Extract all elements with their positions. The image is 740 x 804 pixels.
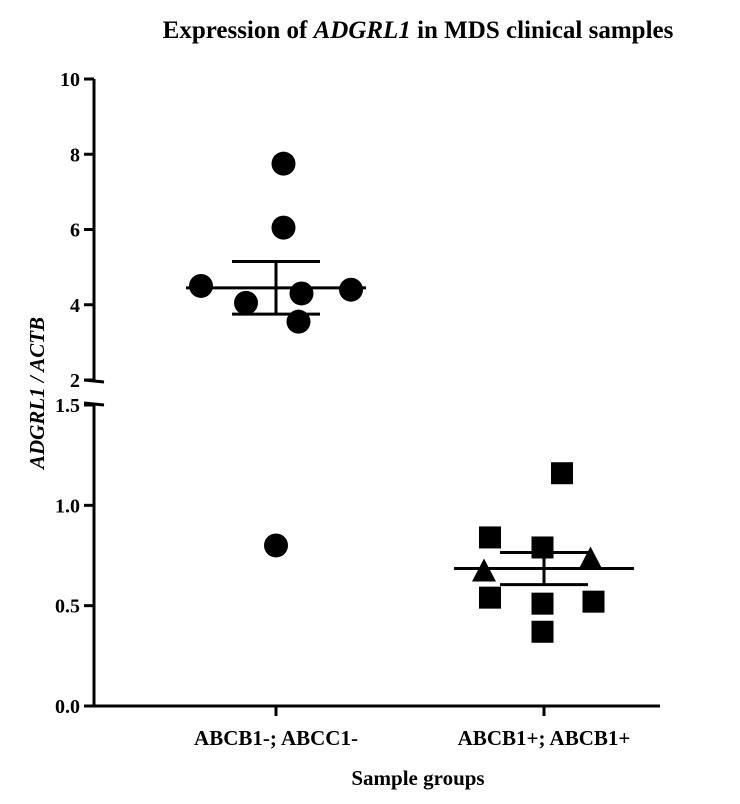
data-point-square <box>479 526 501 549</box>
x-category-label: ABCB1+; ABCB1+ <box>458 726 631 750</box>
chart-title-gene: ADGRL1 <box>312 17 411 44</box>
y-tick-label: 6 <box>70 220 80 242</box>
data-points <box>189 151 605 643</box>
y-tick-label: 10 <box>60 69 80 91</box>
data-point-circle <box>271 215 296 240</box>
y-tick-label: 0.0 <box>55 696 80 718</box>
data-point-square <box>551 462 573 485</box>
data-point-square <box>531 620 554 643</box>
data-point-circle <box>271 151 296 176</box>
chart-title-part: Expression of <box>163 17 314 44</box>
chart-title-part: in MDS clinical samples <box>411 17 674 44</box>
chart-title: Expression of ADGRL1 in MDS clinical sam… <box>163 17 674 44</box>
y-tick-label: 0.5 <box>55 596 80 618</box>
data-point-square <box>531 536 554 559</box>
y-axis-ticks: 0.0 0.5 1.0 1.5 2 4 6 8 10 <box>55 69 94 718</box>
y-tick-label: 8 <box>70 144 80 166</box>
data-point-circle <box>289 281 314 306</box>
y-tick-label: 4 <box>70 295 80 317</box>
x-category-label: ABCB1-; ABCC1- <box>194 726 358 750</box>
data-point-triangle <box>578 546 603 570</box>
data-point-square <box>479 586 501 609</box>
x-axis-categories: ABCB1-; ABCC1- ABCB1+; ABCB1+ <box>194 706 630 750</box>
x-axis-label: Sample groups <box>351 766 484 790</box>
data-point-circle <box>264 533 288 558</box>
data-point-circle <box>234 290 258 315</box>
y-tick-label: 1.5 <box>55 395 80 417</box>
data-point-square <box>531 592 554 615</box>
data-point-circle <box>286 309 311 334</box>
y-axis-label: ADGRL1 / ACTB <box>25 317 49 471</box>
y-tick-label: 2 <box>70 370 80 392</box>
data-point-triangle <box>472 558 496 582</box>
axes <box>83 79 660 708</box>
data-point-circle <box>339 277 363 302</box>
data-point-square <box>582 590 605 613</box>
data-point-circle <box>189 273 213 298</box>
y-tick-label: 1.0 <box>55 495 80 517</box>
